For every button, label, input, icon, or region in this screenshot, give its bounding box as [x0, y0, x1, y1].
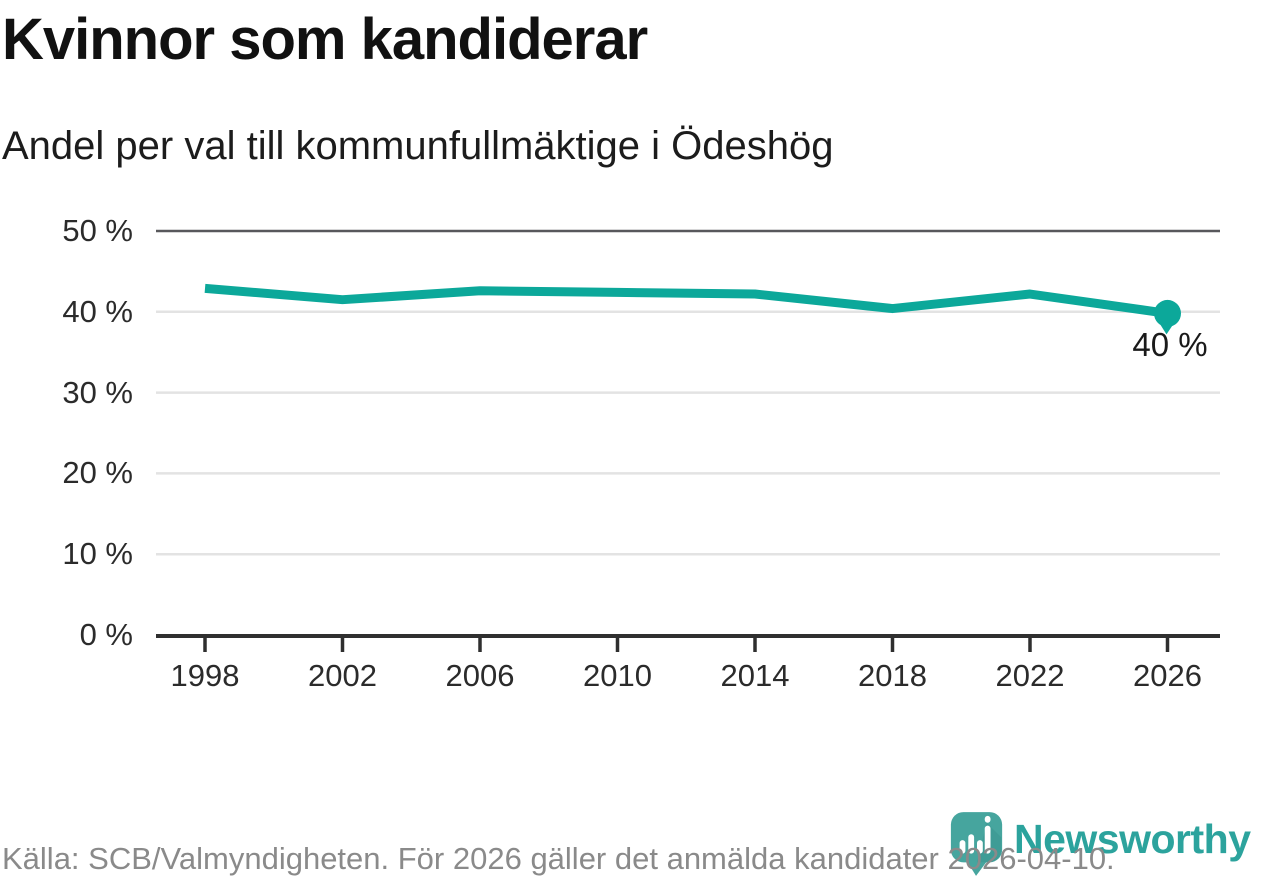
- x-tick-label: 2006: [445, 658, 515, 693]
- x-tick-label: 2026: [1133, 658, 1202, 693]
- end-point-marker: [1154, 299, 1181, 327]
- chart-title: Kvinnor som kandiderar: [2, 7, 648, 72]
- y-tick-label: 20 %: [62, 455, 133, 491]
- newsworthy-logo: Newsworthy: [948, 809, 1251, 877]
- newsworthy-wordmark: Newsworthy: [1014, 816, 1251, 862]
- x-tick-label: 2014: [720, 658, 790, 693]
- x-tick-label: 2010: [583, 658, 652, 693]
- x-tick-label: 1998: [170, 658, 240, 693]
- y-tick-label: 30 %: [62, 374, 133, 410]
- y-tick-label: 40 %: [62, 293, 133, 329]
- chart-subtitle: Andel per val till kommunfullmäktige i Ö…: [2, 124, 834, 168]
- y-tick-label: 0 %: [79, 617, 133, 652]
- newsworthy-pin-barchart-icon: [950, 812, 1003, 876]
- y-tick-label: 10 %: [62, 536, 133, 572]
- source-note: Källa: SCB/Valmyndigheten. För 2026 gäll…: [2, 841, 1115, 876]
- last-point-value-label: 40 %: [1132, 326, 1208, 363]
- x-tick-label: 2022: [995, 658, 1065, 693]
- data-line: [204, 283, 1169, 318]
- x-tick-label: 2002: [308, 658, 377, 693]
- x-tick-label: 2018: [858, 658, 927, 693]
- y-tick-label: 50 %: [62, 213, 133, 248]
